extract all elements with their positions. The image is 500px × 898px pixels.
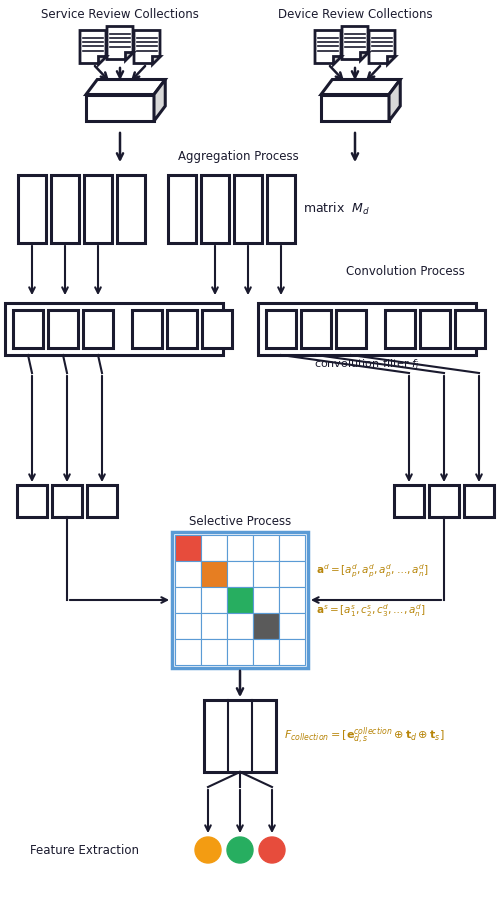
Polygon shape	[154, 80, 165, 121]
Bar	[253, 639, 279, 665]
Polygon shape	[86, 80, 165, 94]
Polygon shape	[389, 80, 400, 121]
Polygon shape	[342, 27, 368, 59]
Bar	[227, 587, 253, 613]
Text: $\mathbf{a}^d = [a_p^d, a_p^d, a_p^d, \ldots, a_n^d]$: $\mathbf{a}^d = [a_p^d, a_p^d, a_p^d, \l…	[316, 563, 428, 580]
Polygon shape	[333, 56, 341, 64]
Bar	[13, 310, 43, 348]
Bar	[227, 613, 253, 639]
Bar	[201, 561, 227, 587]
Text: Aggregation Process: Aggregation Process	[178, 150, 298, 163]
Bar	[394, 485, 424, 517]
Bar	[175, 613, 201, 639]
Bar	[204, 700, 276, 772]
Bar	[234, 175, 262, 243]
Bar	[279, 639, 305, 665]
Bar	[429, 485, 459, 517]
Bar	[279, 561, 305, 587]
Bar	[175, 639, 201, 665]
Circle shape	[227, 837, 253, 863]
Bar	[175, 535, 201, 561]
Text: $\mathbf{a}^s = [a_1^s, c_2^s, c_3^d, \ldots, a_n^d]$: $\mathbf{a}^s = [a_1^s, c_2^s, c_3^d, \l…	[316, 602, 426, 619]
Bar	[201, 587, 227, 613]
Bar	[279, 535, 305, 561]
Bar	[175, 587, 201, 613]
Bar	[253, 535, 279, 561]
Polygon shape	[86, 94, 154, 121]
Bar	[201, 535, 227, 561]
Bar	[52, 485, 82, 517]
Polygon shape	[80, 31, 106, 64]
Bar	[83, 310, 113, 348]
Bar	[227, 535, 253, 561]
Bar	[132, 310, 162, 348]
Bar	[167, 310, 197, 348]
Bar	[455, 310, 485, 348]
Polygon shape	[369, 31, 395, 64]
Bar	[227, 639, 253, 665]
Bar	[385, 310, 415, 348]
Text: Convolution Process: Convolution Process	[346, 265, 465, 278]
Bar	[279, 613, 305, 639]
Bar	[253, 587, 279, 613]
Bar	[172, 532, 308, 668]
Text: convolution filter $f_j$: convolution filter $f_j$	[314, 358, 420, 374]
Bar	[336, 310, 366, 348]
Text: matrix  $M_d$: matrix $M_d$	[303, 201, 370, 217]
Bar	[464, 485, 494, 517]
Text: Service Review Collections: Service Review Collections	[41, 8, 199, 21]
Bar	[227, 561, 253, 587]
Polygon shape	[321, 94, 389, 121]
Text: Feature Extraction: Feature Extraction	[30, 843, 139, 857]
Text: Selective Process: Selective Process	[189, 515, 291, 528]
Polygon shape	[98, 56, 106, 64]
Bar	[5, 303, 223, 355]
Bar	[84, 175, 112, 243]
Bar	[51, 175, 79, 243]
Polygon shape	[152, 56, 160, 64]
Bar	[48, 310, 78, 348]
Bar	[168, 175, 196, 243]
Bar	[201, 613, 227, 639]
Bar	[87, 485, 117, 517]
Bar	[117, 175, 145, 243]
Bar	[279, 587, 305, 613]
Bar	[253, 561, 279, 587]
Bar	[175, 561, 201, 587]
Circle shape	[259, 837, 285, 863]
Bar	[420, 310, 450, 348]
Bar	[258, 303, 476, 355]
Circle shape	[195, 837, 221, 863]
Polygon shape	[107, 27, 133, 59]
Bar	[17, 485, 47, 517]
Polygon shape	[125, 51, 133, 59]
Bar	[202, 310, 232, 348]
Bar	[301, 310, 331, 348]
Bar	[18, 175, 46, 243]
Bar	[253, 613, 279, 639]
Polygon shape	[387, 56, 395, 64]
Text: $F_{collection} = [\mathbf{e}_{d,s}^{collection} \oplus \mathbf{t}_d \oplus \mat: $F_{collection} = [\mathbf{e}_{d,s}^{col…	[284, 726, 444, 746]
Bar	[201, 639, 227, 665]
Bar	[201, 175, 229, 243]
Polygon shape	[360, 51, 368, 59]
Polygon shape	[134, 31, 160, 64]
Polygon shape	[315, 31, 341, 64]
Bar	[266, 310, 296, 348]
Bar	[267, 175, 295, 243]
Polygon shape	[321, 80, 400, 94]
Text: Device Review Collections: Device Review Collections	[278, 8, 432, 21]
